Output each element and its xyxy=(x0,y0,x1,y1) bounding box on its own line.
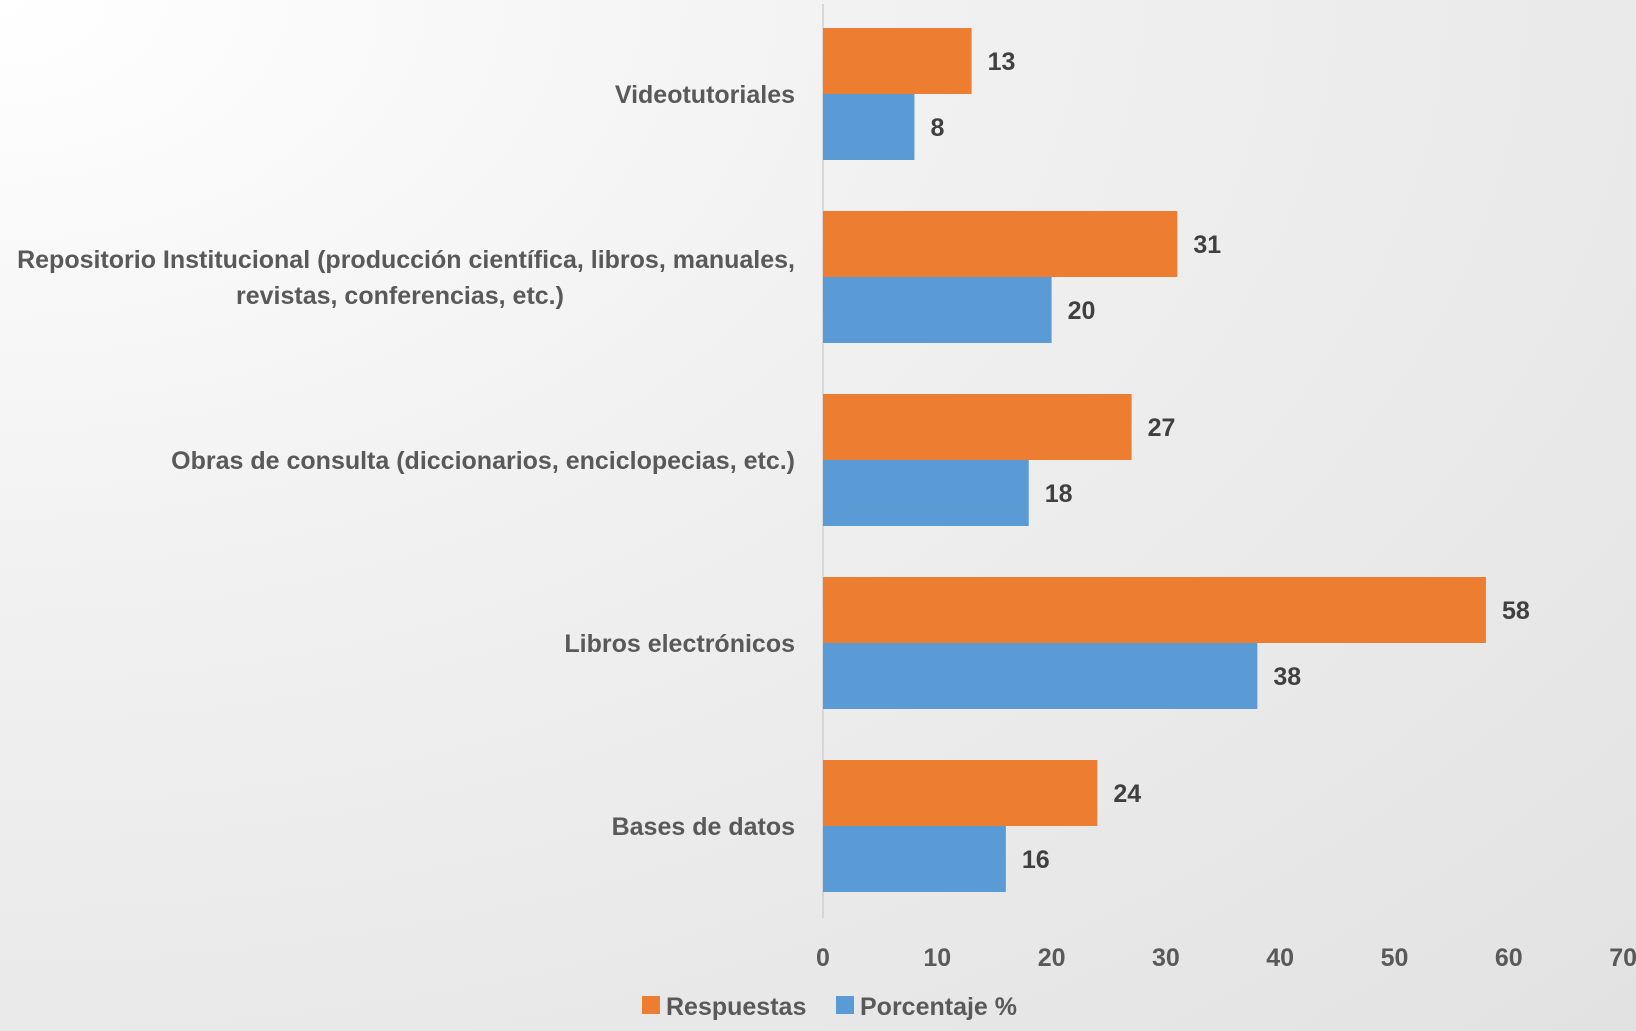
bar-porcentaje-2 xyxy=(823,460,1029,526)
legend-label-respuestas: Respuestas xyxy=(666,993,806,1021)
data-label-porcentaje-1: 20 xyxy=(1068,297,1096,325)
data-label-porcentaje-0: 8 xyxy=(930,114,944,142)
data-label-porcentaje-2: 18 xyxy=(1045,480,1073,508)
category-label-1: Repositorio Institucional (producción ci… xyxy=(17,246,795,310)
legend: Respuestas Porcentaje % xyxy=(642,993,1017,1021)
category-label-0: Videotutoriales xyxy=(615,81,795,109)
data-label-porcentaje-4: 16 xyxy=(1022,846,1050,874)
bar-respuestas-0 xyxy=(823,28,972,94)
bar-porcentaje-1 xyxy=(823,277,1052,343)
bar-respuestas-2 xyxy=(823,394,1132,460)
category-labels-group: Videotutoriales Repositorio Institucional… xyxy=(17,81,795,841)
data-label-respuestas-4: 24 xyxy=(1113,780,1141,808)
x-tick-label-20: 20 xyxy=(1038,944,1066,972)
legend-swatch-porcentaje xyxy=(836,996,854,1014)
x-tick-label-50: 50 xyxy=(1381,944,1409,972)
x-tick-label-10: 10 xyxy=(923,944,951,972)
bar-porcentaje-3 xyxy=(823,643,1258,709)
bar-respuestas-1 xyxy=(823,211,1178,277)
x-tick-label-70: 70 xyxy=(1609,944,1636,972)
bar-respuestas-3 xyxy=(823,577,1486,643)
bars-group xyxy=(823,28,1486,892)
x-tick-label-0: 0 xyxy=(816,944,830,972)
data-labels-group: 13 8 31 20 27 18 58 38 24 16 xyxy=(930,48,1529,874)
legend-swatch-respuestas xyxy=(642,996,660,1014)
category-label-4: Bases de datos xyxy=(612,813,795,841)
x-tick-label-60: 60 xyxy=(1495,944,1523,972)
x-tick-label-40: 40 xyxy=(1266,944,1294,972)
data-label-porcentaje-3: 38 xyxy=(1273,663,1301,691)
category-label-3: Libros electrónicos xyxy=(564,630,795,658)
data-label-respuestas-3: 58 xyxy=(1502,597,1530,625)
bar-porcentaje-0 xyxy=(823,94,915,160)
category-label-1-line-0: Repositorio Institucional (producción ci… xyxy=(17,246,795,274)
data-label-respuestas-1: 31 xyxy=(1193,231,1221,259)
data-label-respuestas-0: 13 xyxy=(988,48,1016,76)
bar-porcentaje-4 xyxy=(823,826,1006,892)
x-axis-ticks-group: 0 10 20 30 40 50 60 70 xyxy=(816,944,1636,972)
category-label-1-line-1: revistas, conferencias, etc.) xyxy=(236,282,564,310)
legend-label-porcentaje: Porcentaje % xyxy=(860,993,1017,1021)
bar-respuestas-4 xyxy=(823,760,1098,826)
category-label-2: Obras de consulta (diccionarios, enciclo… xyxy=(171,447,795,475)
x-tick-label-30: 30 xyxy=(1152,944,1180,972)
data-label-respuestas-2: 27 xyxy=(1148,414,1176,442)
